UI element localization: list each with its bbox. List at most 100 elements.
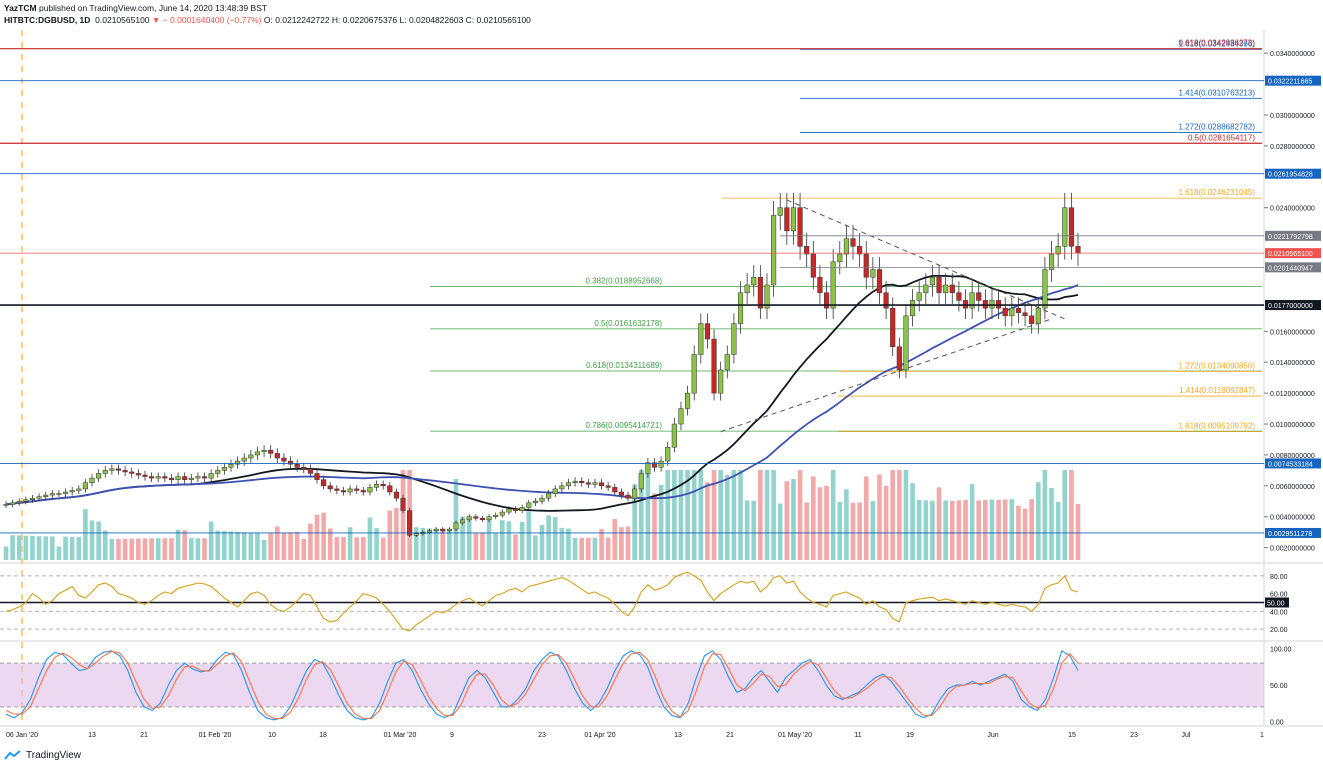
volume-bar <box>764 470 770 560</box>
candle-body <box>374 484 380 488</box>
volume-bar <box>897 470 902 560</box>
volume-bar <box>996 500 1001 560</box>
time-tick-label: 13 <box>674 732 682 739</box>
price-tick-label: 0.0040000000 <box>1270 515 1315 522</box>
chart-area[interactable]: 1.618(0.0342484396)0.618(0.0342936273) 1.… <box>0 30 1323 742</box>
price-axis[interactable]: 0.0340000000 0.0300000000 0.0280000000 0.02… <box>1264 51 1315 553</box>
volume-bar <box>235 531 240 560</box>
volume-bar <box>638 470 644 560</box>
footer: TradingView <box>4 748 81 762</box>
candle-body <box>413 533 419 536</box>
candle-body <box>1048 253 1055 270</box>
volume-bar <box>586 537 591 560</box>
volume-bar <box>1055 502 1061 560</box>
candle-body <box>552 488 558 494</box>
volume-bar <box>155 538 161 560</box>
volume-bar <box>804 502 810 560</box>
price-tick-label: 0.0100000000 <box>1270 422 1315 429</box>
volume-bar <box>188 538 194 560</box>
candle-body <box>340 490 347 493</box>
candle-body <box>493 514 499 517</box>
candle-body <box>241 457 247 462</box>
candle-body <box>1009 307 1015 317</box>
candle-body <box>393 491 399 499</box>
volume-bar <box>129 538 135 560</box>
volume-bar <box>222 531 227 560</box>
volume-bar <box>301 539 307 560</box>
fib-level-label: 1.618(0.0342484396) <box>1178 39 1255 48</box>
brand-name[interactable]: TradingView <box>26 749 82 761</box>
candle-body <box>605 485 611 488</box>
time-tick-label: 15 <box>1068 732 1076 739</box>
candle-body <box>711 338 717 394</box>
volume-bar <box>830 470 836 560</box>
volume-bar <box>195 538 201 560</box>
time-axis[interactable]: 06 Jan '20 13 21 01 Feb '20 10 18 01 Mar '20 9 2… <box>6 732 1264 739</box>
price-tick-label: 0.0060000000 <box>1270 484 1315 491</box>
price-badge-label: 0.0210565100 <box>1268 251 1313 258</box>
volume-bar <box>486 518 492 560</box>
volume-bar <box>777 503 783 560</box>
candle-body <box>1062 207 1068 247</box>
volume-bar <box>519 521 525 560</box>
candle-body <box>307 468 313 474</box>
volume-bar <box>341 537 346 560</box>
candle-body <box>115 468 122 471</box>
candle-body <box>62 491 69 494</box>
volume-bar <box>447 529 452 560</box>
volume-bar <box>949 500 955 560</box>
volume-bar <box>810 476 816 560</box>
volume-bar <box>420 527 426 560</box>
fib-level-label: 1.618(0.0095109792) <box>1178 422 1255 431</box>
fib-level-label: 0.382(0.0188952668) <box>585 277 662 286</box>
volume-bar <box>499 520 505 560</box>
volume-bar <box>599 529 604 560</box>
author-name[interactable]: YazTCM <box>4 3 37 13</box>
volume-bar <box>910 483 915 560</box>
candle-body <box>400 497 406 511</box>
symbol-label[interactable]: HITBTC:DGBUSD, 1D <box>4 15 91 25</box>
volume-bar <box>923 500 929 560</box>
volume-bar <box>162 538 168 560</box>
candle-body <box>228 463 234 468</box>
volume-bar <box>83 509 88 560</box>
candle-body <box>519 507 525 511</box>
price-badge <box>1265 248 1321 259</box>
candle-body <box>870 269 876 278</box>
candle-body <box>916 292 922 301</box>
candle-body <box>546 493 552 499</box>
time-tick-label: 10 <box>268 732 276 739</box>
volume-bar <box>784 481 790 560</box>
volume-bar <box>327 528 333 560</box>
ohlc-values: O: 0.0212242722 H: 0.0220675376 L: 0.020… <box>263 15 531 25</box>
price-tick-label: 0.0340000000 <box>1270 51 1315 58</box>
candle-body <box>486 516 492 521</box>
candle-body <box>863 253 869 278</box>
volume-bar <box>122 538 128 560</box>
candle-body <box>10 502 16 505</box>
candle-body <box>56 493 62 495</box>
volume-bar <box>877 474 882 560</box>
volume-bar <box>883 485 889 560</box>
volume-bar <box>625 526 631 560</box>
price-tick-label: 0.0160000000 <box>1270 329 1315 336</box>
volume-bar <box>102 530 108 560</box>
volume-bar <box>50 536 55 560</box>
volume-bar <box>76 537 82 560</box>
candle-body <box>665 446 671 462</box>
main-pane <box>0 30 1264 560</box>
volume-bar <box>711 470 717 560</box>
candle-body <box>883 292 889 309</box>
candle-body <box>804 246 810 255</box>
volume-bar <box>930 500 935 560</box>
volume-bar <box>63 536 68 560</box>
volume-bar <box>612 519 618 560</box>
price-tick-label: 0.0140000000 <box>1270 360 1315 367</box>
volume-bar <box>89 520 95 560</box>
stoch-d-line <box>5 650 1079 720</box>
volume-bar <box>850 502 856 560</box>
candle-body <box>69 490 75 493</box>
volume-bar <box>367 517 373 560</box>
volume-bar <box>1035 482 1041 560</box>
volume-bar <box>36 536 42 560</box>
